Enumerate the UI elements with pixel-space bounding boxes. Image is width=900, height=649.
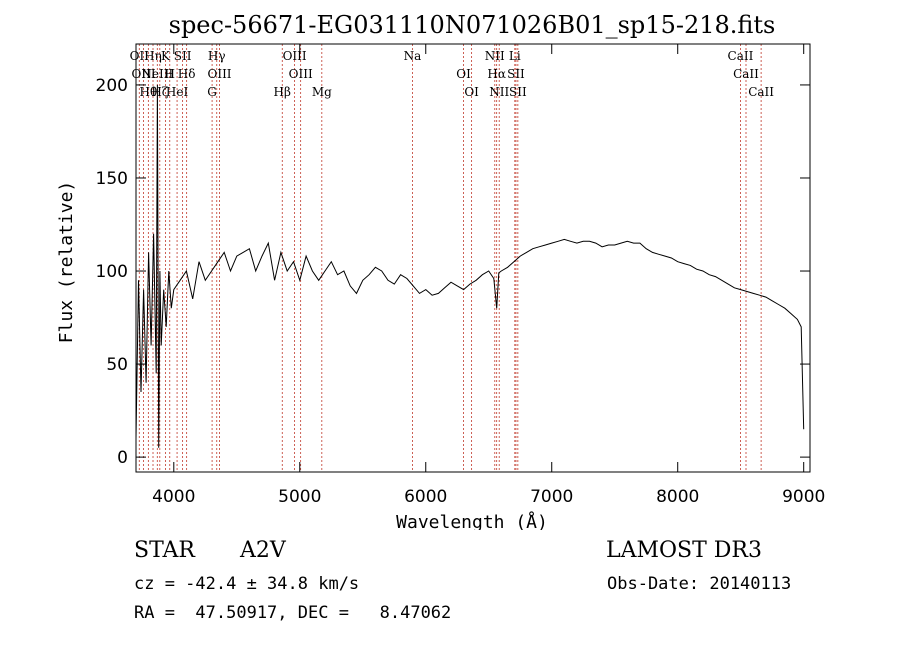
line-label-oi: OI <box>456 67 471 81</box>
line-label-hα: Hα <box>487 67 506 81</box>
object-subclass: A2V <box>240 538 286 563</box>
line-label-g: G <box>207 85 217 99</box>
line-label-sii: SII <box>174 49 192 63</box>
line-label-hγ: Hγ <box>208 49 226 63</box>
spectrum-chart: spec-56671-EG031110N071026B01_sp15-218.f… <box>56 11 825 530</box>
x-tick-label: 8000 <box>656 487 699 507</box>
survey-name: LAMOST DR3 <box>606 538 762 563</box>
line-label-li: Li <box>509 49 521 63</box>
line-label-oiii: OIII <box>289 67 313 81</box>
line-label-caii: CaII <box>728 49 754 63</box>
x-tick-label: 9000 <box>782 487 825 507</box>
line-label-caii: CaII <box>748 85 774 99</box>
object-class: STAR <box>134 538 195 563</box>
line-label-caii: CaII <box>733 67 759 81</box>
line-label-oi: OI <box>464 85 479 99</box>
plot-frame <box>135 43 811 473</box>
redshift-velocity: cz = -42.4 ± 34.8 km/s <box>134 574 360 594</box>
chart-title: spec-56671-EG031110N071026B01_sp15-218.f… <box>169 11 776 39</box>
line-label-h: H <box>165 67 175 81</box>
observation-date: Obs-Date: 20140113 <box>607 574 792 594</box>
line-label-hδ: Hδ <box>178 67 196 81</box>
line-label-nii: NII <box>489 85 509 99</box>
line-label-sii: SII <box>507 67 525 81</box>
line-label-hζ: Hζ <box>151 85 168 99</box>
x-tick-label: 4000 <box>152 487 195 507</box>
y-tick-label: 150 <box>96 169 128 189</box>
y-tick-label: 200 <box>96 76 128 96</box>
x-tick-label: 5000 <box>278 487 321 507</box>
emission-line-labels: OII OIII Hθ Hη NeIII Hζ KH HeI SII Hδ G Hγ OIII Hβ OII… <box>130 49 775 99</box>
line-label-oiii: OIII <box>132 67 156 81</box>
line-label-hei: HeI <box>166 85 189 99</box>
sky-coordinates: RA = 47.50917, DEC = 8.47062 <box>134 603 452 623</box>
y-tick-label: 0 <box>117 448 128 468</box>
line-label-oiii: OIII <box>207 67 231 81</box>
x-tick-label: 7000 <box>530 487 573 507</box>
line-label-na: Na <box>404 49 422 63</box>
line-label-oiii: OIII <box>283 49 307 63</box>
line-label-hη: Hη <box>144 49 162 63</box>
line-label-oii: OII <box>130 49 150 63</box>
y-axis-label: Flux (relative) <box>56 181 77 344</box>
line-label-hβ: Hβ <box>274 85 291 99</box>
line-label-sii: SII <box>509 85 527 99</box>
emission-line-markers <box>138 44 762 472</box>
line-label-neiii: NeIII <box>141 67 173 81</box>
y-tick-label: 50 <box>106 355 128 375</box>
x-axis-ticks: 4000 5000 6000 7000 8000 9000 <box>152 44 825 507</box>
y-axis-ticks: 0 50 100 150 200 <box>96 76 810 468</box>
y-tick-label: 100 <box>96 262 128 282</box>
spectrum-series-line <box>135 84 805 448</box>
line-label-k: K <box>161 49 171 63</box>
line-label-mg: Mg <box>312 85 332 99</box>
line-label-nii: NII <box>485 49 505 63</box>
line-label-hθ: Hθ <box>139 85 157 99</box>
x-axis-label: Wavelength (Å) <box>396 511 548 530</box>
x-tick-label: 6000 <box>404 487 447 507</box>
